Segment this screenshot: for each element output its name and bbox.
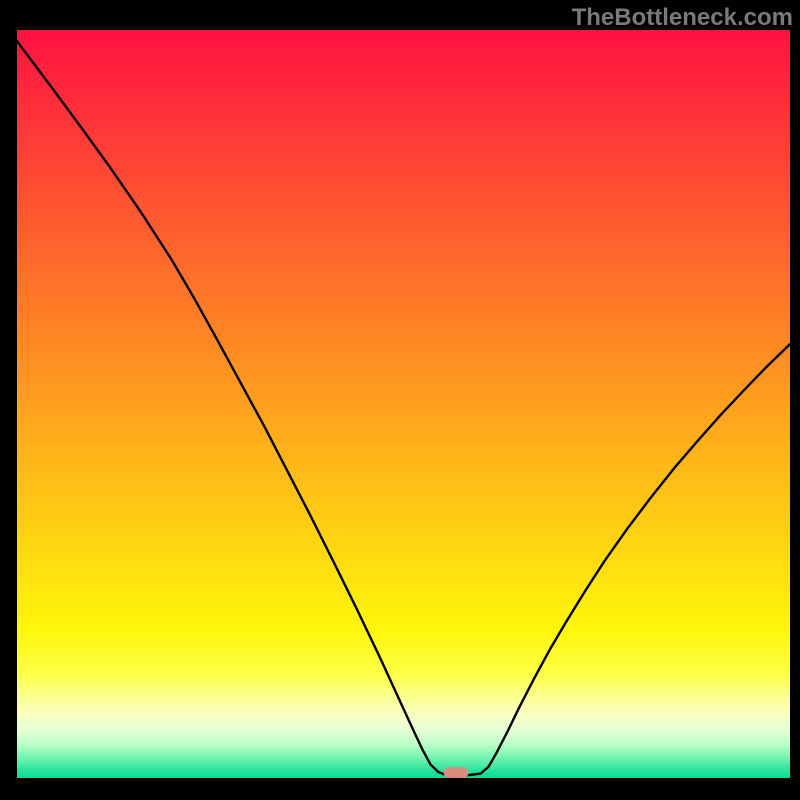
optimal-marker <box>444 767 469 778</box>
plot-area <box>17 30 790 778</box>
chart-frame <box>0 0 800 800</box>
gradient-background <box>17 30 790 778</box>
watermark-label: TheBottleneck.com <box>572 4 793 32</box>
chart-svg <box>17 30 790 778</box>
